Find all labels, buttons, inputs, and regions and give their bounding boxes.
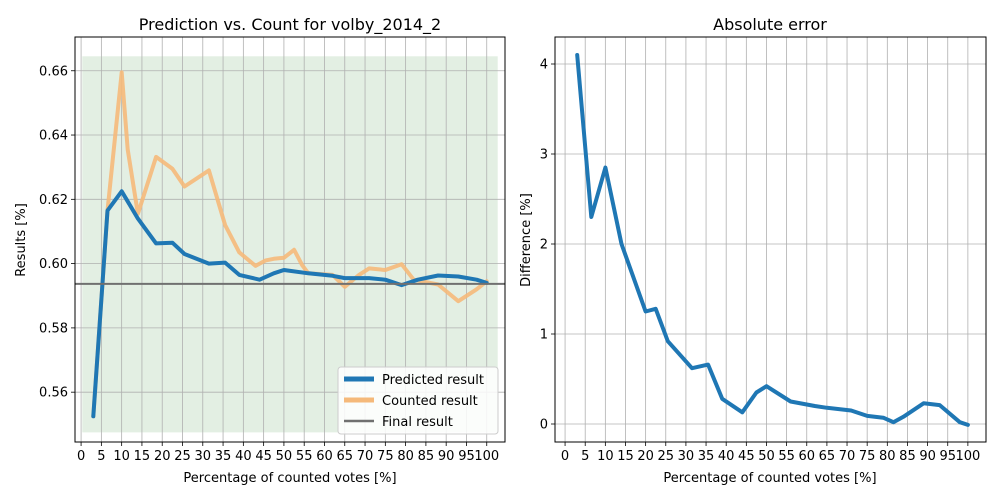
x-tick-label: 25: [174, 449, 191, 464]
x-tick-label: 85: [418, 449, 435, 464]
x-axis-label-left: Percentage of counted votes [%]: [183, 471, 396, 486]
x-tick-label: 40: [718, 449, 735, 464]
plot-frame-right: [554, 36, 987, 443]
y-tick-label: 0.58: [39, 321, 68, 336]
x-tick-label: 25: [657, 449, 674, 464]
x-tick-label: 55: [778, 449, 795, 464]
x-tick-label: 45: [738, 449, 755, 464]
legend: Predicted result Counted result Final re…: [337, 366, 499, 435]
x-tick-label: 15: [617, 449, 634, 464]
x-axis-label-right: Percentage of counted votes [%]: [663, 471, 876, 486]
x-tick-label: 15: [134, 449, 151, 464]
x-tick-label: 45: [255, 449, 272, 464]
predicted-result-line: [91, 189, 489, 419]
x-tick-label: 10: [113, 449, 130, 464]
legend-box: [337, 366, 499, 435]
x-tick-label: 40: [235, 449, 252, 464]
x-tick-label: 35: [215, 449, 232, 464]
y-axis-label-right: Difference [%]: [519, 193, 534, 287]
chart-title-left: Prediction vs. Count for volby_2014_2: [139, 15, 441, 35]
x-tick-label: 100: [474, 449, 499, 464]
legend-label-predicted: Predicted result: [382, 373, 484, 388]
x-tick-label: 35: [698, 449, 715, 464]
y-tick-label: 1: [540, 328, 548, 343]
x-tick-label: 70: [839, 449, 856, 464]
y-tick-label: 0.62: [39, 193, 68, 208]
legend-label-counted: Counted result: [382, 394, 478, 409]
x-tick-label: 95: [458, 449, 475, 464]
x-tick-label: 55: [296, 449, 313, 464]
prediction-chart: 0 5 10 15 20 25 30 35 40 45 50 55 60 65 70 75 80 85 90 95 10…: [14, 15, 506, 486]
x-tick-label: 80: [397, 449, 414, 464]
x-tick-label: 5: [97, 449, 105, 464]
y-tick-label: 0: [540, 418, 548, 433]
x-tick-label: 0: [561, 449, 569, 464]
legend-label-final: Final result: [382, 415, 453, 430]
x-tick-label: 60: [316, 449, 333, 464]
x-tick-label: 5: [581, 449, 589, 464]
chart-title-right: Absolute error: [713, 15, 827, 34]
x-tick-label: 10: [597, 449, 614, 464]
x-tick-label: 85: [899, 449, 916, 464]
plot-area-right: [555, 37, 986, 442]
x-tick-label: 60: [798, 449, 815, 464]
y-tick-label: 2: [540, 238, 548, 253]
x-tick-label: 50: [276, 449, 293, 464]
y-tick-label: 0.56: [39, 386, 68, 401]
x-tick-label: 90: [919, 449, 936, 464]
y-tick-label: 0.60: [39, 257, 68, 272]
x-tick-label: 75: [859, 449, 876, 464]
y-tick-label: 4: [540, 58, 548, 73]
x-tick-label: 90: [438, 449, 455, 464]
x-tick-label: 0: [77, 449, 85, 464]
x-tick-label: 95: [939, 449, 956, 464]
x-tick-label: 50: [758, 449, 775, 464]
x-tick-label: 30: [678, 449, 695, 464]
y-axis-label-left: Results [%]: [14, 203, 29, 277]
x-tick-label: 70: [357, 449, 374, 464]
plot-frame-left: [74, 36, 506, 443]
absolute-error-line: [575, 53, 970, 427]
x-tick-label: 30: [195, 449, 212, 464]
x-tick-label: 80: [879, 449, 896, 464]
absolute-error-chart: 0 5 10 15 20 25 30 35 40 45 50 55 60 65 70 75 80 85 90 95 10…: [519, 15, 987, 486]
y-tick-label: 0.64: [39, 129, 68, 144]
counted-result-line: [91, 70, 489, 419]
x-tick-label: 65: [336, 449, 353, 464]
x-tick-label: 75: [377, 449, 394, 464]
y-tick-label: 0.66: [39, 64, 68, 79]
x-tick-label: 20: [154, 449, 171, 464]
x-tick-label: 65: [819, 449, 836, 464]
x-tick-label: 20: [637, 449, 654, 464]
y-tick-label: 3: [540, 148, 548, 163]
x-tick-label: 100: [955, 449, 980, 464]
